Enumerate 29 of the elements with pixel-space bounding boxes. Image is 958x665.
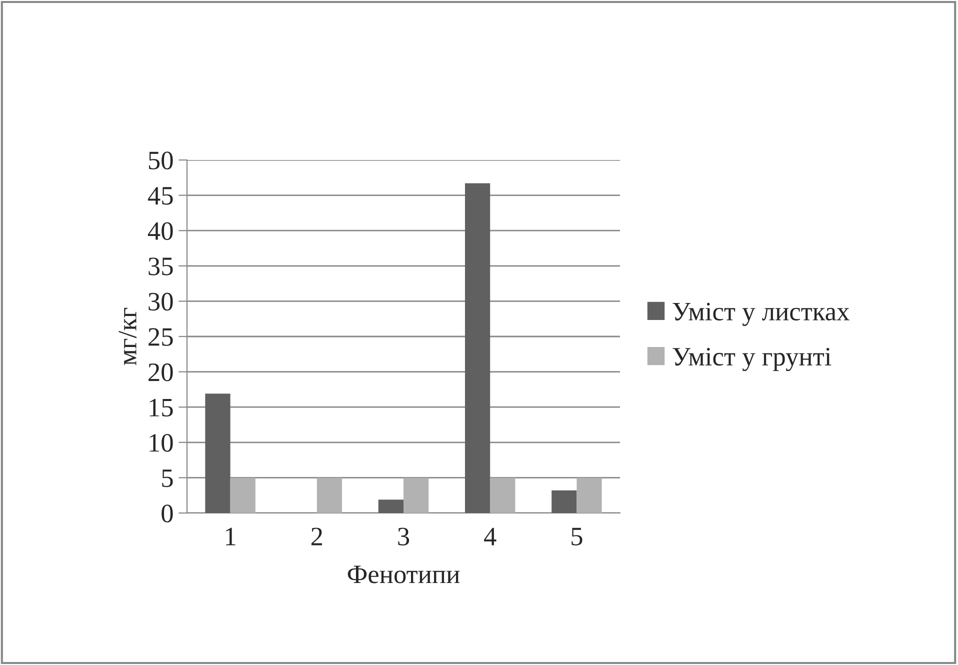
bar: [378, 500, 404, 513]
y-tick-label: 0: [162, 504, 173, 522]
x-tick-label: 3: [398, 528, 410, 546]
y-tick-label: 50: [148, 152, 173, 170]
y-tick-label: 5: [162, 470, 173, 488]
y-axis-title: мг/кг: [118, 308, 136, 366]
legend-label: Уміст у грунті: [672, 348, 832, 372]
y-tick-label: 15: [150, 398, 173, 417]
bar: [464, 183, 490, 513]
x-tick-label: 5: [572, 528, 582, 546]
bar: [316, 478, 342, 513]
bar: [552, 490, 577, 513]
bar: [404, 478, 429, 513]
x-axis-title: Фенотипи: [348, 566, 460, 584]
y-tick-label: 45: [148, 187, 173, 205]
y-tick-label: 40: [148, 222, 173, 240]
bar: [490, 478, 516, 513]
y-tick-label: 30: [148, 292, 173, 311]
x-tick-label: 2: [311, 528, 322, 546]
bar: [230, 478, 256, 513]
y-tick-label: 35: [148, 258, 173, 276]
x-tick-label: 1: [226, 528, 236, 546]
y-tick-label: 20: [148, 363, 173, 382]
bar: [205, 394, 230, 513]
x-tick-label: 4: [484, 528, 496, 546]
bar: [576, 478, 602, 513]
legend-label: Уміст у листках: [672, 302, 850, 326]
y-tick-label: 10: [150, 434, 173, 452]
y-tick-label: 25: [148, 328, 173, 346]
